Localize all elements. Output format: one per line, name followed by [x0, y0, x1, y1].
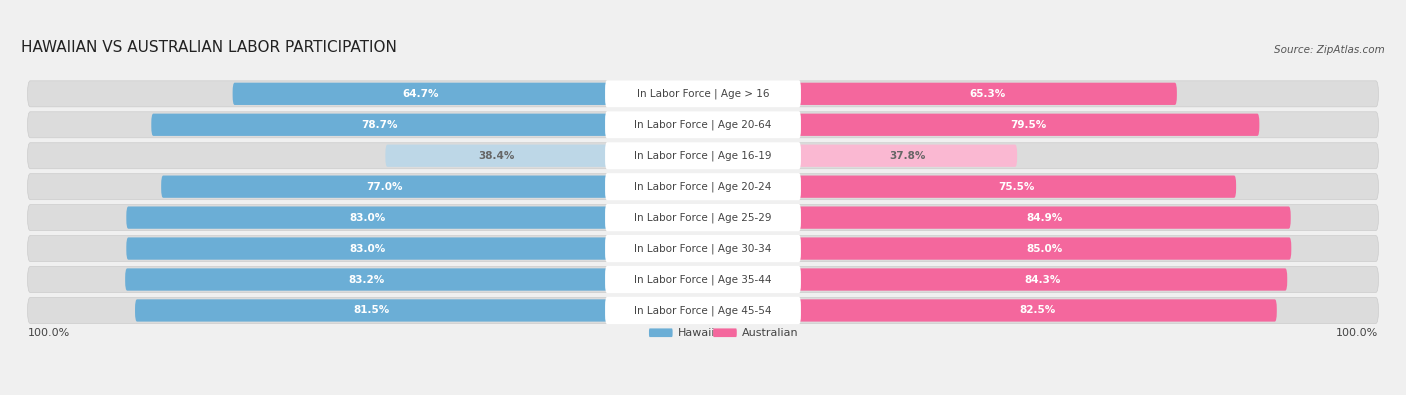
FancyBboxPatch shape: [28, 267, 1378, 293]
FancyBboxPatch shape: [28, 81, 1378, 107]
FancyBboxPatch shape: [28, 205, 1378, 231]
FancyBboxPatch shape: [232, 83, 609, 105]
Text: Hawaiian: Hawaiian: [678, 328, 730, 338]
Text: 78.7%: 78.7%: [361, 120, 398, 130]
Text: 83.0%: 83.0%: [349, 213, 385, 223]
Text: 77.0%: 77.0%: [367, 182, 404, 192]
Text: 83.2%: 83.2%: [349, 275, 385, 284]
FancyBboxPatch shape: [28, 143, 1378, 169]
FancyBboxPatch shape: [605, 142, 801, 169]
FancyBboxPatch shape: [135, 299, 609, 322]
Text: 75.5%: 75.5%: [998, 182, 1035, 192]
Text: 83.0%: 83.0%: [349, 244, 385, 254]
FancyBboxPatch shape: [28, 297, 1378, 324]
FancyBboxPatch shape: [797, 237, 1291, 260]
FancyBboxPatch shape: [605, 204, 801, 231]
Text: 37.8%: 37.8%: [889, 151, 925, 161]
Text: Australian: Australian: [742, 328, 799, 338]
Text: 64.7%: 64.7%: [402, 89, 439, 99]
Text: In Labor Force | Age 45-54: In Labor Force | Age 45-54: [634, 305, 772, 316]
Text: In Labor Force | Age 16-19: In Labor Force | Age 16-19: [634, 150, 772, 161]
FancyBboxPatch shape: [797, 207, 1291, 229]
FancyBboxPatch shape: [28, 174, 1378, 199]
FancyBboxPatch shape: [797, 268, 1288, 291]
Text: 81.5%: 81.5%: [354, 305, 389, 316]
FancyBboxPatch shape: [127, 207, 609, 229]
FancyBboxPatch shape: [152, 114, 609, 136]
Text: 79.5%: 79.5%: [1011, 120, 1046, 130]
FancyBboxPatch shape: [605, 80, 801, 107]
Text: 38.4%: 38.4%: [478, 151, 515, 161]
Text: 100.0%: 100.0%: [28, 328, 70, 338]
Text: In Labor Force | Age > 16: In Labor Force | Age > 16: [637, 88, 769, 99]
FancyBboxPatch shape: [28, 112, 1378, 138]
FancyBboxPatch shape: [605, 266, 801, 293]
Text: Source: ZipAtlas.com: Source: ZipAtlas.com: [1274, 45, 1385, 55]
FancyBboxPatch shape: [605, 173, 801, 200]
FancyBboxPatch shape: [127, 237, 609, 260]
Text: In Labor Force | Age 20-24: In Labor Force | Age 20-24: [634, 181, 772, 192]
Text: 100.0%: 100.0%: [1336, 328, 1378, 338]
FancyBboxPatch shape: [797, 83, 1177, 105]
Text: 82.5%: 82.5%: [1019, 305, 1056, 316]
Text: 84.3%: 84.3%: [1024, 275, 1060, 284]
Text: In Labor Force | Age 25-29: In Labor Force | Age 25-29: [634, 213, 772, 223]
FancyBboxPatch shape: [797, 175, 1236, 198]
FancyBboxPatch shape: [605, 235, 801, 262]
FancyBboxPatch shape: [125, 268, 609, 291]
Text: 65.3%: 65.3%: [969, 89, 1005, 99]
Text: 84.9%: 84.9%: [1026, 213, 1063, 223]
FancyBboxPatch shape: [605, 297, 801, 324]
Text: In Labor Force | Age 30-34: In Labor Force | Age 30-34: [634, 243, 772, 254]
Text: In Labor Force | Age 20-64: In Labor Force | Age 20-64: [634, 120, 772, 130]
FancyBboxPatch shape: [797, 114, 1260, 136]
FancyBboxPatch shape: [162, 175, 609, 198]
FancyBboxPatch shape: [797, 299, 1277, 322]
Text: HAWAIIAN VS AUSTRALIAN LABOR PARTICIPATION: HAWAIIAN VS AUSTRALIAN LABOR PARTICIPATI…: [21, 40, 396, 55]
FancyBboxPatch shape: [797, 145, 1017, 167]
FancyBboxPatch shape: [713, 328, 737, 337]
Text: In Labor Force | Age 35-44: In Labor Force | Age 35-44: [634, 274, 772, 285]
FancyBboxPatch shape: [650, 328, 672, 337]
FancyBboxPatch shape: [28, 235, 1378, 261]
FancyBboxPatch shape: [605, 111, 801, 138]
FancyBboxPatch shape: [385, 145, 609, 167]
Text: 85.0%: 85.0%: [1026, 244, 1063, 254]
